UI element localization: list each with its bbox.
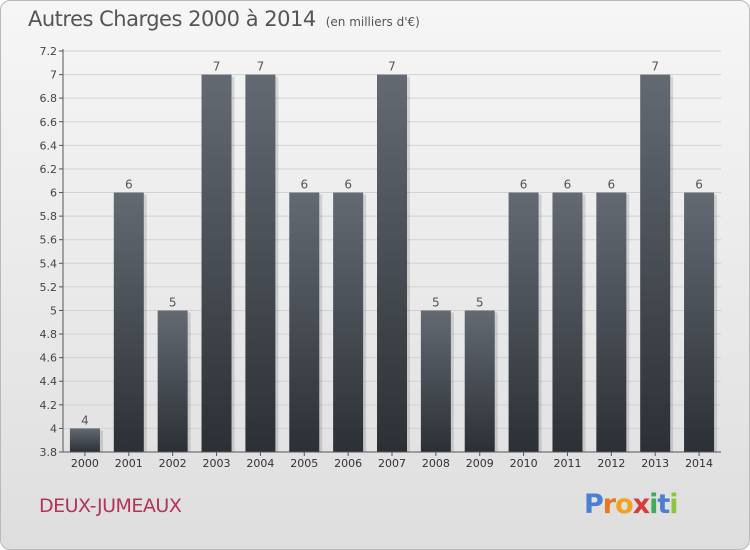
y-tick-label: 5.2 xyxy=(40,281,58,294)
bar-value-label: 4 xyxy=(81,413,89,427)
bar xyxy=(289,192,320,452)
y-tick-label: 7 xyxy=(50,69,57,82)
bar-value-label: 6 xyxy=(125,178,133,192)
bar xyxy=(333,192,364,452)
bar xyxy=(684,192,715,452)
bar xyxy=(464,310,495,452)
y-tick-label: 5.6 xyxy=(40,234,58,247)
bar-value-label: 6 xyxy=(564,178,572,192)
x-tick-label: 2014 xyxy=(685,457,713,470)
x-tick-label: 2009 xyxy=(466,457,494,470)
y-tick-label: 4.6 xyxy=(40,352,58,365)
bar xyxy=(596,192,627,452)
bar xyxy=(552,192,583,452)
x-tick-label: 2005 xyxy=(290,457,318,470)
bar xyxy=(201,74,232,453)
proxiti-logo-letter: x xyxy=(632,489,650,520)
proxiti-logo-letter: i xyxy=(649,489,658,520)
x-tick-label: 2003 xyxy=(203,457,231,470)
x-tick-label: 2007 xyxy=(378,457,406,470)
chart-subtitle: (en milliers d'€) xyxy=(325,15,420,29)
proxiti-logo-letter: o xyxy=(615,489,634,520)
y-tick-label: 5.8 xyxy=(40,210,58,223)
proxiti-logo: Proxiti xyxy=(584,489,679,520)
x-tick-label: 2004 xyxy=(246,457,274,470)
y-tick-label: 4.2 xyxy=(40,399,58,412)
bar-value-label: 6 xyxy=(344,178,352,192)
chart-title: Autres Charges 2000 à 2014 xyxy=(28,7,316,31)
y-tick-label: 4.8 xyxy=(40,328,58,341)
bar-value-label: 5 xyxy=(476,295,484,309)
x-tick-label: 2006 xyxy=(334,457,362,470)
x-tick-label: 2013 xyxy=(641,457,669,470)
x-tick-label: 2000 xyxy=(71,457,99,470)
chart-header: Autres Charges 2000 à 2014 (en milliers d… xyxy=(28,7,420,31)
bar-value-label: 6 xyxy=(300,178,308,192)
proxiti-logo-letter: P xyxy=(584,489,604,520)
proxiti-logo-letter: i xyxy=(669,489,678,520)
commune-name: DEUX-JUMEAUX xyxy=(39,495,182,517)
bar xyxy=(157,310,188,452)
x-tick-label: 2008 xyxy=(422,457,450,470)
bar xyxy=(69,428,100,452)
proxiti-logo-letter: t xyxy=(657,489,670,520)
y-tick-label: 6.6 xyxy=(40,116,58,129)
y-tick-label: 4.4 xyxy=(40,375,58,388)
y-tick-label: 7.2 xyxy=(40,45,58,58)
bar xyxy=(420,310,451,452)
x-tick-label: 2011 xyxy=(553,457,581,470)
x-tick-label: 2010 xyxy=(510,457,538,470)
y-tick-label: 6.8 xyxy=(40,92,58,105)
x-tick-label: 2012 xyxy=(597,457,625,470)
bar xyxy=(508,192,539,452)
proxiti-logo-letter: r xyxy=(602,489,616,520)
bar-value-label: 6 xyxy=(608,178,616,192)
y-tick-label: 5.4 xyxy=(40,257,58,270)
y-tick-label: 6.2 xyxy=(40,163,58,176)
bar xyxy=(377,74,407,453)
bar-value-label: 7 xyxy=(213,60,221,74)
y-tick-label: 5 xyxy=(50,304,57,317)
y-tick-label: 4 xyxy=(50,422,57,435)
x-tick-label: 2001 xyxy=(115,457,143,470)
bar-value-label: 5 xyxy=(169,295,177,309)
y-tick-label: 6.4 xyxy=(40,139,58,152)
bar-value-label: 6 xyxy=(695,178,703,192)
x-tick-label: 2002 xyxy=(159,457,187,470)
bar xyxy=(113,192,144,452)
bar-value-label: 7 xyxy=(651,60,659,74)
y-tick-label: 3.8 xyxy=(40,446,58,459)
bar-value-label: 5 xyxy=(432,295,440,309)
bar-value-label: 7 xyxy=(257,60,265,74)
bar-value-label: 7 xyxy=(388,60,396,74)
bar-value-label: 6 xyxy=(520,178,528,192)
y-tick-label: 6 xyxy=(50,187,57,200)
bar xyxy=(640,74,671,453)
bar xyxy=(245,74,276,453)
